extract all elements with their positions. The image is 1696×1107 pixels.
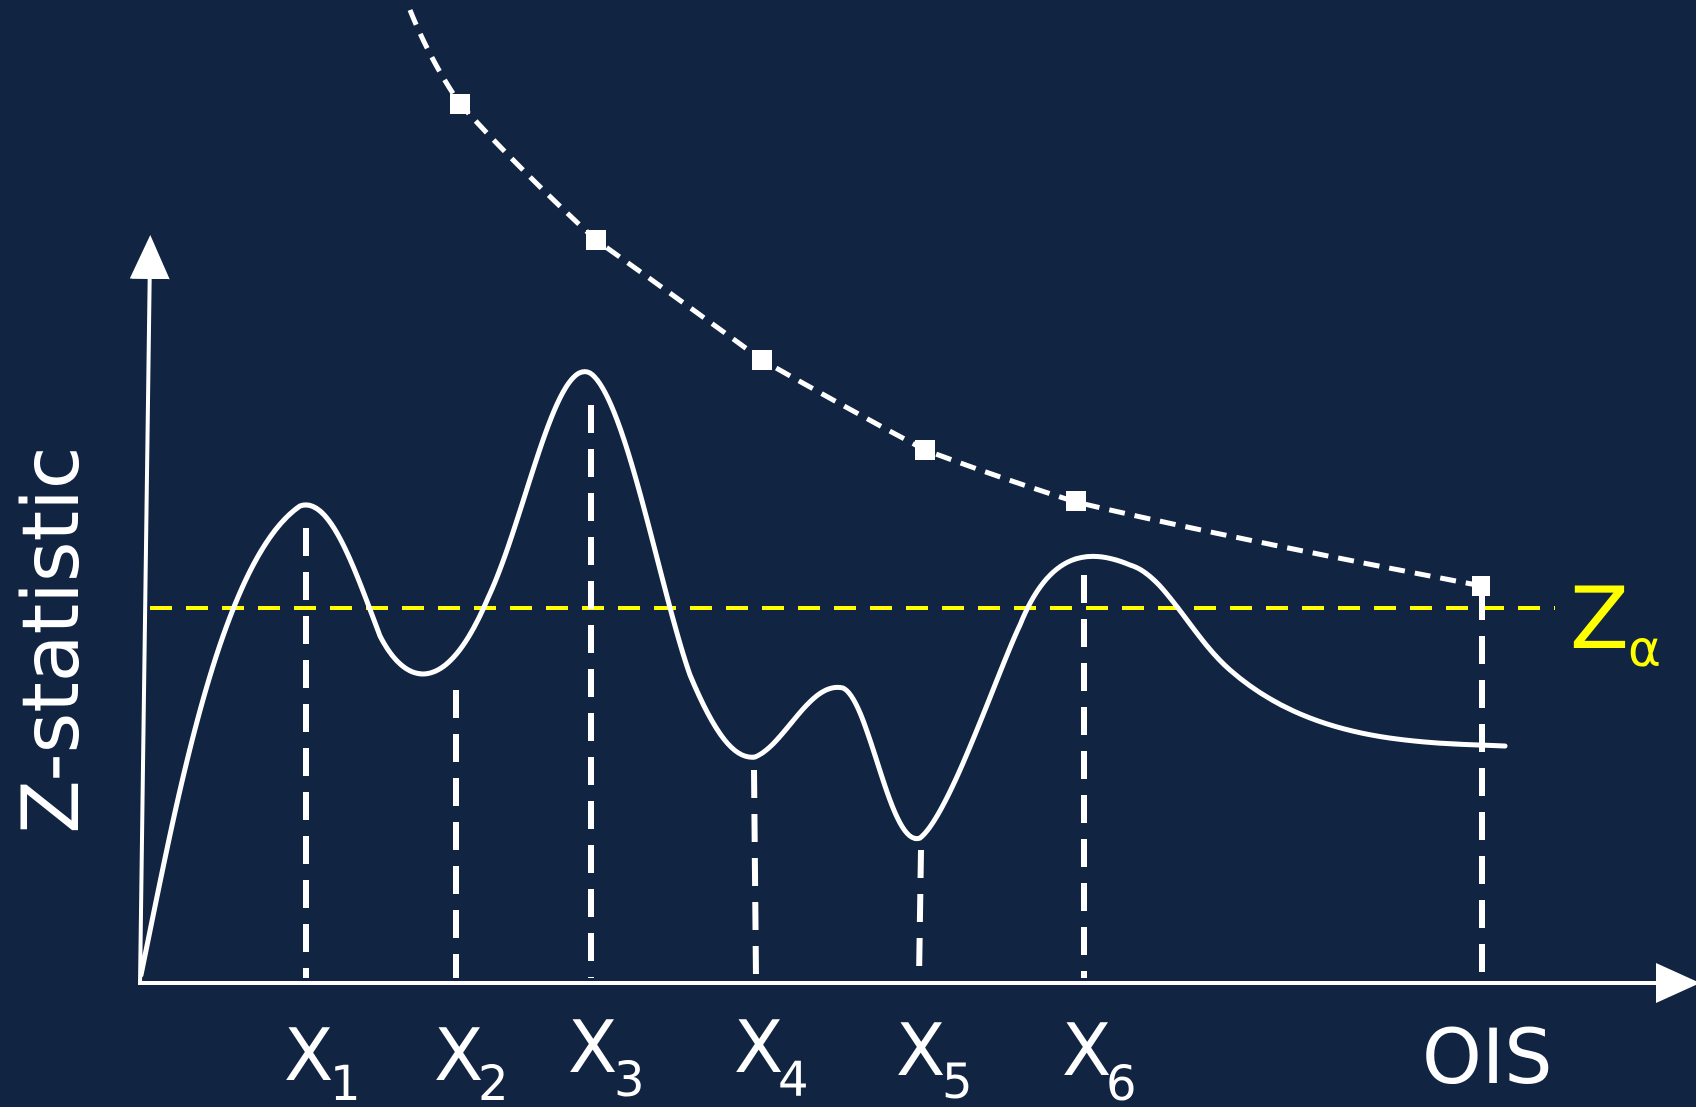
boundary-marker — [450, 94, 470, 114]
x-label-6-sub: 6 — [1106, 1056, 1137, 1107]
y-axis — [129, 235, 170, 986]
y-axis-label: Z-statistic — [7, 446, 97, 833]
threshold-label-main: Z — [1570, 569, 1629, 669]
x-label-5-main: X — [896, 1008, 945, 1092]
x-label-3: X 3 — [568, 1005, 645, 1107]
boundary-curve — [407, 9, 1483, 589]
x-label-1-sub: 1 — [330, 1056, 361, 1107]
x-label-2-sub: 2 — [478, 1056, 509, 1107]
x-label-6-main: X — [1062, 1008, 1111, 1092]
x-label-ois-main: OIS — [1422, 1012, 1552, 1101]
boundary-marker — [752, 350, 772, 370]
boundary-marker — [915, 440, 935, 460]
boundary-marker — [1472, 576, 1490, 596]
x-label-5-sub: 5 — [942, 1054, 973, 1107]
x-label-6: X 6 — [1062, 1008, 1137, 1107]
x-label-ois: OIS — [1422, 1012, 1552, 1101]
boundary-markers — [450, 94, 1490, 596]
x-label-1: X 1 — [284, 1013, 361, 1107]
x-label-4-sub: 4 — [778, 1052, 809, 1107]
x-label-2: X 2 — [434, 1013, 509, 1107]
x-label-4: X 4 — [734, 1005, 809, 1107]
threshold-label: Z α — [1570, 569, 1661, 678]
z-statistic-curve — [138, 369, 1508, 978]
drop-lines — [303, 405, 1485, 979]
x-label-3-sub: 3 — [614, 1052, 645, 1107]
x-label-1-main: X — [284, 1013, 333, 1097]
x-axis-labels: X 1 X 2 X 3 X 4 X 5 X 6 OIS — [284, 1005, 1552, 1107]
drop-line-x5 — [916, 849, 924, 979]
x-label-4-main: X — [734, 1005, 783, 1089]
drop-line-x4 — [751, 769, 759, 979]
x-label-5: X 5 — [896, 1008, 973, 1107]
threshold-label-sub: α — [1628, 620, 1661, 678]
x-label-2-main: X — [434, 1013, 483, 1097]
x-label-3-main: X — [568, 1005, 617, 1089]
boundary-marker — [1066, 491, 1086, 511]
boundary-marker — [586, 230, 606, 250]
